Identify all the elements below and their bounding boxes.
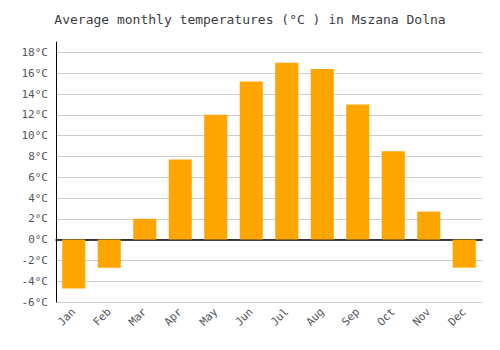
svg-text:-6°C: -6°C <box>22 296 49 309</box>
svg-text:Average monthly temperatures (: Average monthly temperatures (°C ) in Ms… <box>54 12 445 27</box>
svg-text:-2°C: -2°C <box>22 254 49 267</box>
svg-text:Oct: Oct <box>375 305 398 328</box>
svg-text:10°C: 10°C <box>22 129 49 142</box>
svg-text:Jun: Jun <box>233 305 256 328</box>
svg-text:12°C: 12°C <box>22 108 49 121</box>
svg-text:18°C: 18°C <box>22 46 49 59</box>
svg-text:Feb: Feb <box>91 305 114 328</box>
svg-text:Nov: Nov <box>410 305 433 328</box>
svg-text:Jan: Jan <box>55 305 78 328</box>
svg-text:-4°C: -4°C <box>22 275 49 288</box>
svg-text:0°C: 0°C <box>28 233 48 246</box>
svg-text:Sep: Sep <box>339 305 362 328</box>
svg-text:Dec: Dec <box>446 305 469 328</box>
svg-text:8°C: 8°C <box>28 150 48 163</box>
svg-text:Aug: Aug <box>304 305 327 328</box>
svg-text:Mar: Mar <box>126 305 149 328</box>
svg-text:2°C: 2°C <box>28 212 48 225</box>
svg-text:6°C: 6°C <box>28 171 48 184</box>
svg-text:14°C: 14°C <box>22 88 49 101</box>
svg-text:Apr: Apr <box>162 305 185 328</box>
svg-text:16°C: 16°C <box>22 67 49 80</box>
svg-text:May: May <box>197 305 220 328</box>
svg-text:4°C: 4°C <box>28 192 48 205</box>
svg-text:Jul: Jul <box>268 305 291 328</box>
